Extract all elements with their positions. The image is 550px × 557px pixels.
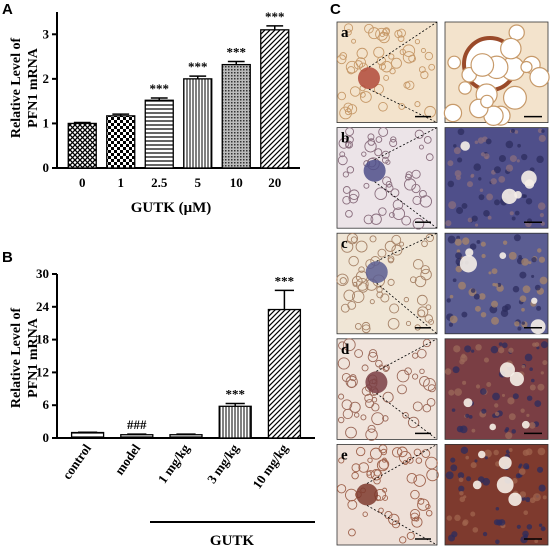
micrograph-label-e: e [341, 447, 348, 463]
chart-a-ylabel-line1: Relative Level of [9, 38, 24, 139]
chartA-bar-5 [260, 29, 290, 169]
panel-label-c: C [330, 1, 341, 18]
chart-b: 0 6 12 18 24 30 control ### model 1 mg/kg *** 3 mg… [9, 266, 315, 549]
chartB-ytick-label: 12 [36, 364, 49, 379]
micrograph-low-d [336, 338, 438, 441]
chartB-bar-1 [120, 434, 154, 439]
chart-a-labels: 0 1 *** 2.5 *** 5 *** 10 *** 20 [79, 9, 285, 190]
micrograph-panel: a b c d e [336, 21, 550, 546]
chartB-ytick-label: 18 [36, 332, 50, 347]
micrograph-high-a [443, 21, 550, 126]
micrograph-label-c: c [341, 236, 348, 252]
chartB-ytick-label: 6 [43, 397, 50, 412]
chart-b-ylabel-line1: Relative Level of [9, 308, 24, 409]
chartB-xtick-label-2: 1 mg/kg [155, 441, 193, 486]
chartA-bar-1 [106, 115, 136, 169]
chart-b-ylabel-line2: PFN1 mRNA [26, 317, 41, 398]
chartB-xtick-label-0: control [59, 441, 94, 482]
chartB-ytick-label: 30 [36, 266, 49, 281]
chartB-annotation-3: *** [225, 387, 245, 402]
chart-b-bars [70, 289, 302, 439]
chartA-xtick-label-1: 1 [118, 175, 125, 190]
micrograph-label-d: d [341, 342, 350, 358]
chartA-xtick-label-2: 2.5 [151, 175, 168, 190]
chartB-ytick-label: 0 [43, 430, 50, 445]
chartA-xtick-label-3: 5 [195, 175, 202, 190]
chart-b-group-label: GUTK [210, 533, 255, 549]
chart-b-labels: control ### model 1 mg/kg *** 3 mg/kg *** 10 mg… [59, 273, 294, 491]
micrograph-label-a: a [341, 25, 349, 41]
chart-a: 0 1 2 3 0 1 *** 2.5 *** 5 *** 10 *** 20 Relative Lev… [9, 9, 300, 216]
panel-label-a: A [2, 1, 13, 18]
chartA-xtick-label-4: 10 [230, 175, 243, 190]
micrograph-high-b [444, 127, 549, 229]
chartB-annotation-4: *** [275, 273, 295, 288]
micrograph-low-e [336, 443, 439, 546]
micrograph-high-c [444, 232, 549, 335]
chartA-bar-4 [221, 63, 251, 169]
chartA-ytick-label: 3 [43, 26, 50, 41]
chartA-ytick-label: 1 [43, 115, 50, 130]
chartB-xtick-label-4: 10 mg/kg [249, 441, 291, 492]
chartB-bar-2 [169, 434, 203, 439]
chartA-ytick-label: 0 [43, 160, 50, 175]
chartB-xtick-label-1: model [111, 441, 143, 478]
chartA-bar-2 [144, 99, 174, 169]
chartA-xtick-label-5: 20 [268, 175, 281, 190]
chartA-ytick-label: 2 [43, 71, 50, 86]
micrograph-low-b [336, 127, 438, 230]
micrograph-low-c [336, 232, 438, 335]
chart-a-ylabel-line2: PFN1 mRNA [26, 47, 41, 128]
chartB-xtick-label-3: 3 mg/kg [204, 441, 242, 486]
panel-label-b: B [2, 249, 13, 266]
chartA-annotation-2: *** [150, 81, 170, 96]
chart-a-xlabel: GUTK (μM) [131, 200, 212, 216]
chartA-annotation-5: *** [265, 9, 285, 24]
chartB-annotation-1: ### [127, 417, 147, 432]
chart-a-axes: 0 1 2 3 [43, 12, 300, 175]
micrograph-low-a [336, 21, 438, 123]
chartB-bar-3 [218, 405, 252, 439]
micrograph-high-e [444, 443, 549, 546]
chartA-bar-0 [67, 122, 97, 169]
chartA-annotation-3: *** [188, 59, 208, 74]
chartB-ytick-label: 24 [36, 299, 50, 314]
chartA-bar-3 [183, 78, 213, 169]
chartB-bar-0 [70, 431, 105, 439]
micrograph-high-d [444, 338, 549, 440]
micrograph-label-b: b [341, 131, 349, 147]
chartA-xtick-label-0: 0 [79, 175, 86, 190]
chartA-annotation-4: *** [227, 44, 247, 59]
chartB-bar-4 [267, 308, 302, 439]
chart-a-bars [67, 25, 290, 169]
